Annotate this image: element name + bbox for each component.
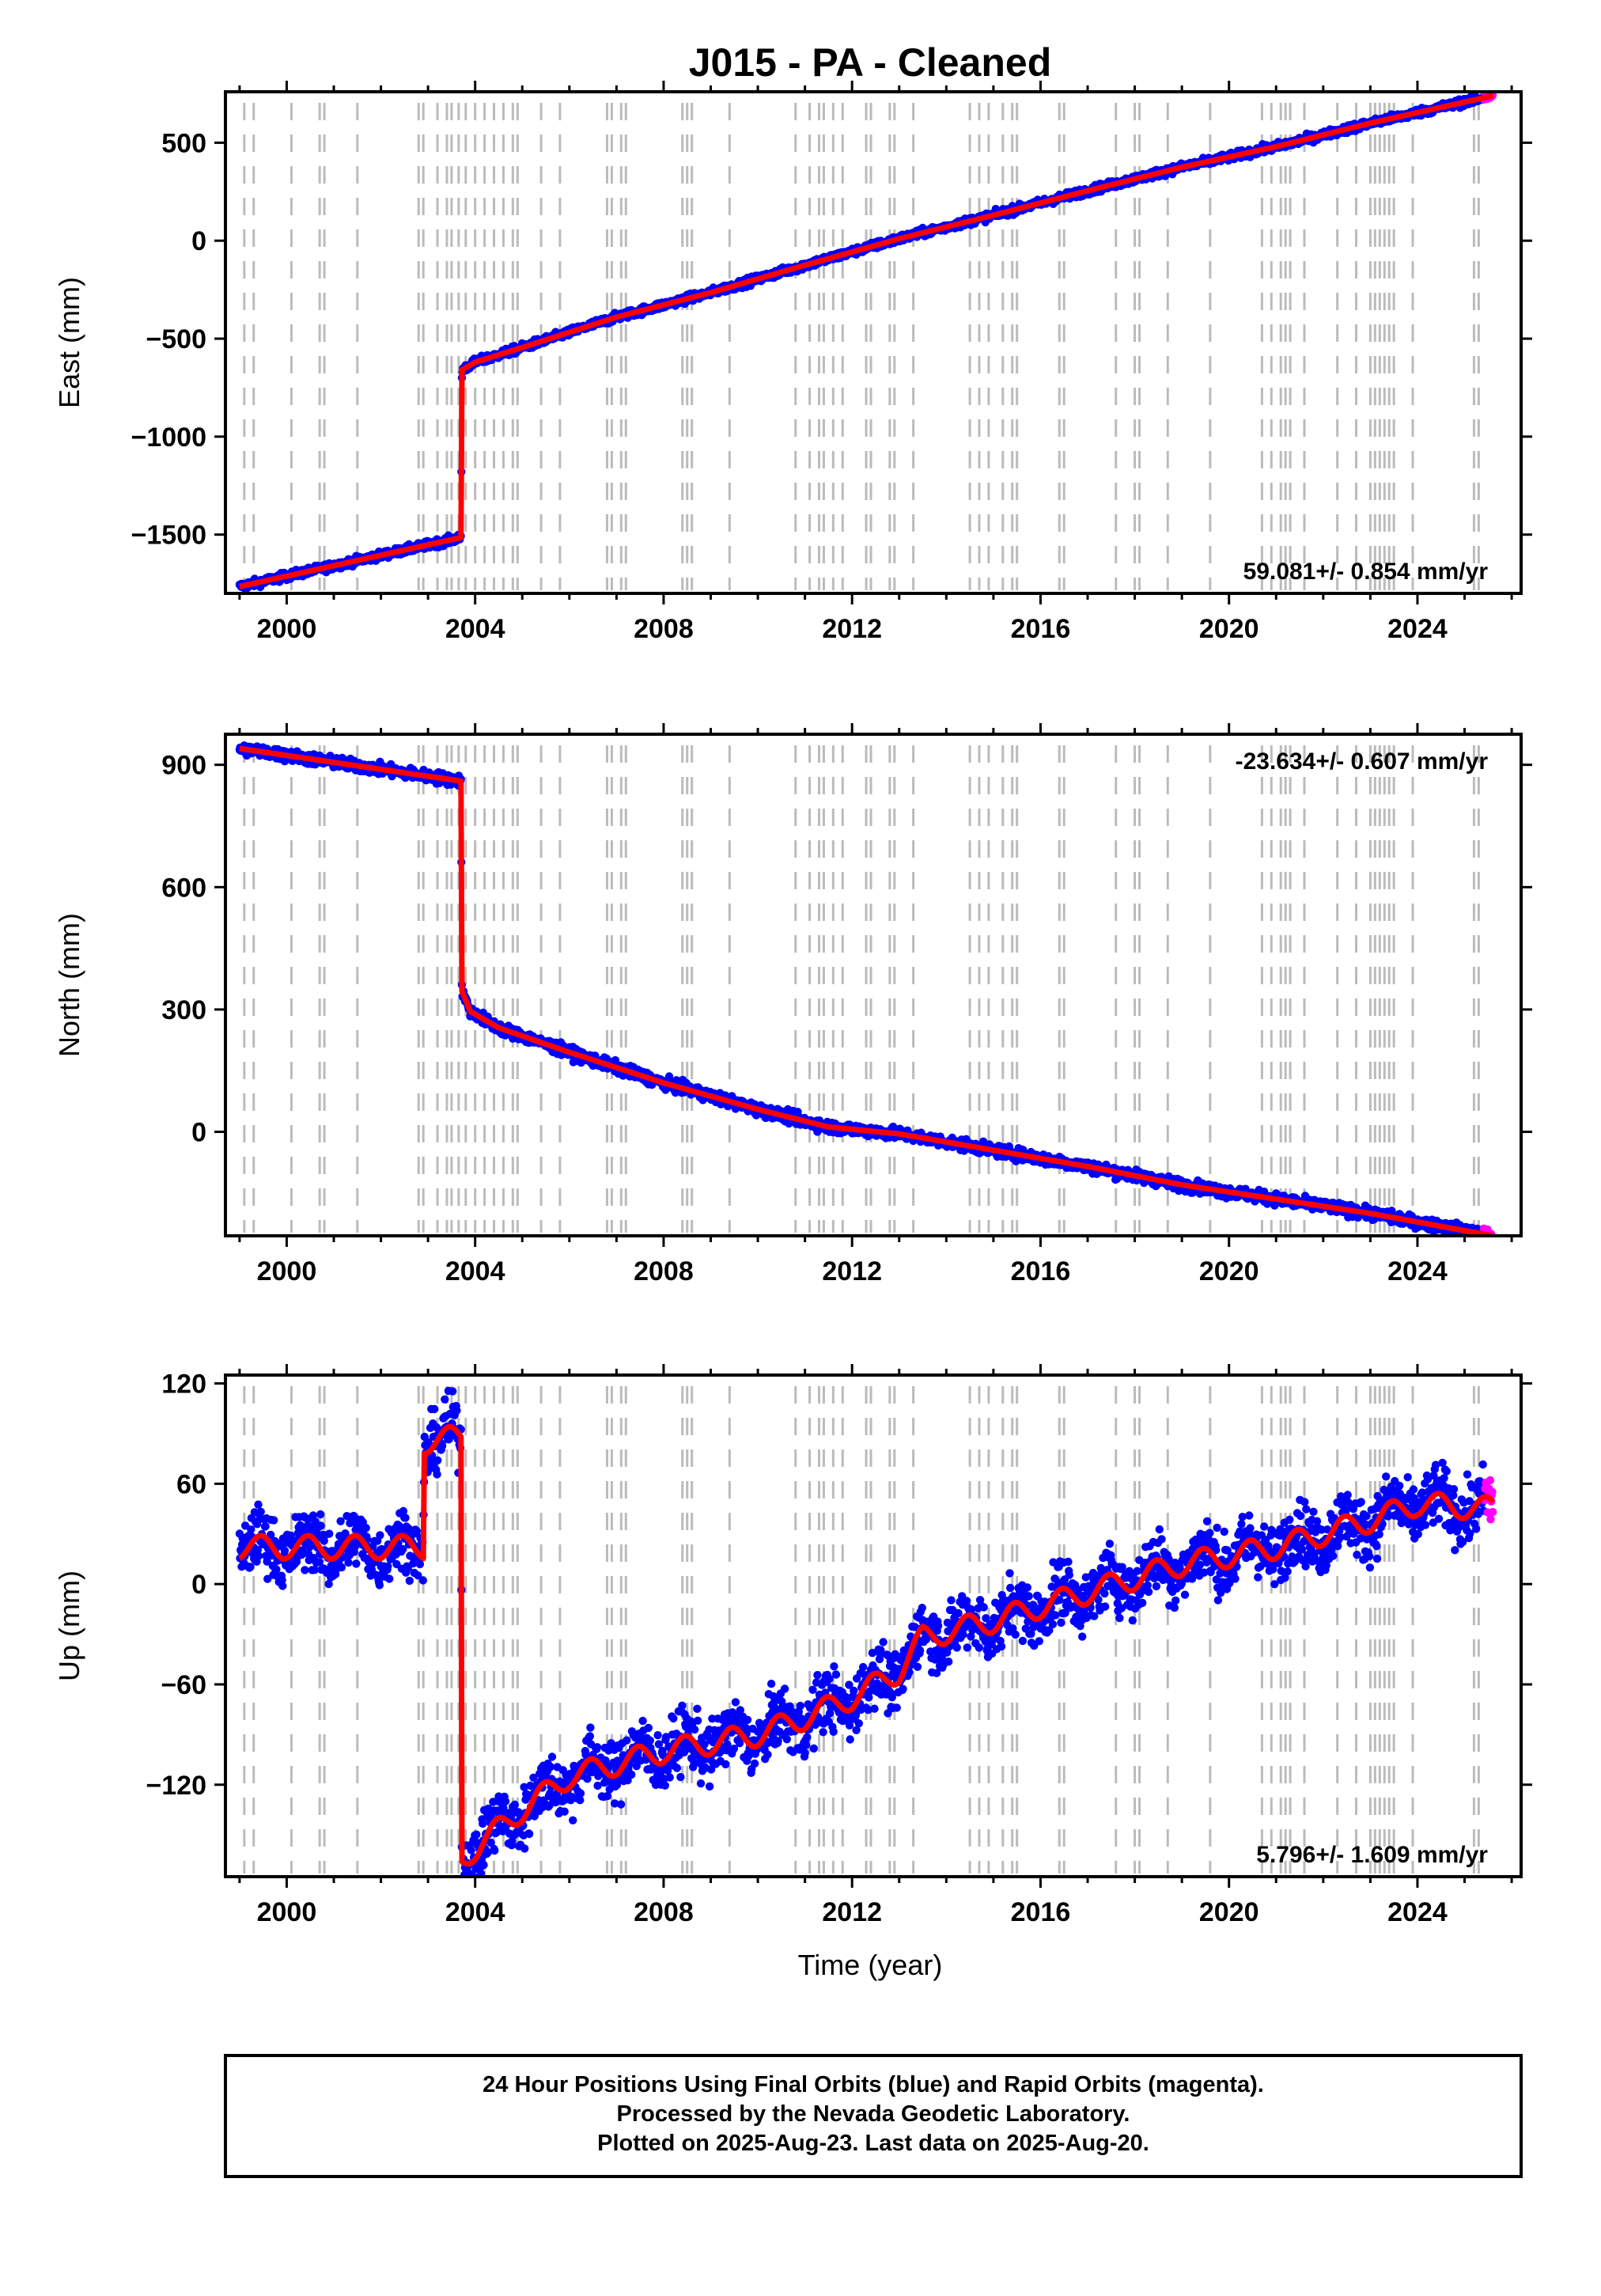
step-lines: [243, 745, 1480, 1233]
x-tick-label: 2004: [445, 614, 505, 644]
y-tick-label: 0: [191, 226, 206, 256]
x-tick-label: 2008: [634, 614, 694, 644]
rate-annotation: 59.081+/- 0.854 mm/yr: [1243, 559, 1489, 585]
y-tick-label: 500: [161, 128, 206, 158]
panels: 2000 2004 2008 2012 2016 2020 2024 500 0 −500 −100…: [53, 81, 1532, 1927]
x-tick-label: 2020: [1199, 614, 1259, 644]
y-tick-label: −1500: [131, 521, 207, 551]
x-tick-label: 2012: [822, 614, 882, 644]
y-tick-label: −1000: [131, 422, 207, 453]
figure-title: J015 - PA - Cleaned: [689, 40, 1052, 85]
panel-north: 2000 2004 2008 2012 2016 2020 20249006003000No…: [53, 723, 1532, 1286]
x-tick-label: 2000: [257, 614, 317, 644]
step-lines: [243, 103, 1480, 590]
x-tick-label: 2016: [1011, 614, 1071, 644]
panel-east: 2000 2004 2008 2012 2016 2020 2024 500 0 −500 −100…: [53, 81, 1532, 644]
y-axis-label: East (mm): [53, 277, 85, 408]
y-tick-label: −500: [146, 324, 206, 354]
x-tick-label: 2024: [1387, 614, 1448, 644]
